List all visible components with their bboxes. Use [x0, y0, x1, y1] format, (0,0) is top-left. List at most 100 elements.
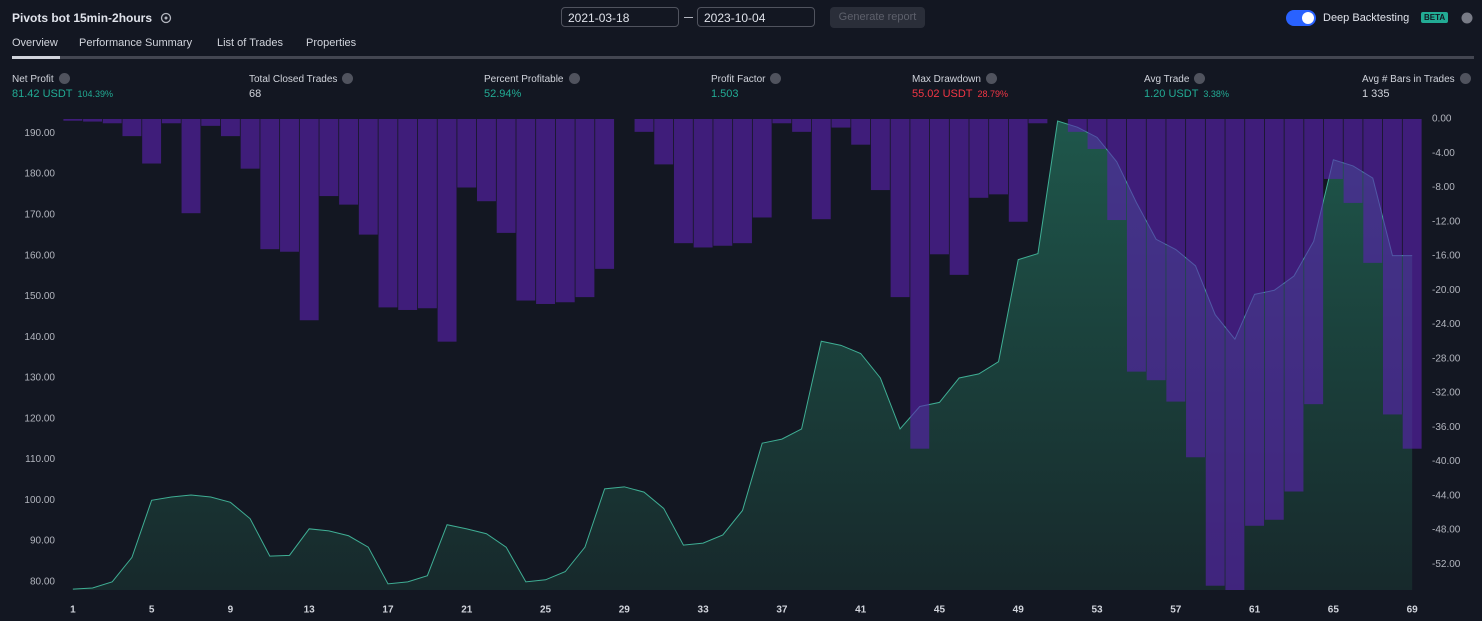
drawdown-bar: [102, 119, 122, 124]
metric-label: Max Drawdown: [912, 73, 997, 85]
y2-tick-label: -28.00: [1432, 353, 1461, 364]
date-dash: [684, 17, 693, 18]
drawdown-bar: [398, 119, 418, 310]
toggle-knob: [1302, 12, 1314, 24]
metric-label: Profit Factor: [711, 73, 782, 85]
x-tick-label: 37: [776, 605, 788, 616]
drawdown-bar: [1107, 119, 1127, 221]
drawdown-bar: [811, 119, 831, 220]
metric-value: 52.94%: [484, 88, 521, 100]
info-icon[interactable]: [342, 73, 354, 84]
tab[interactable]: Overview: [12, 37, 58, 49]
drawdown-bar: [772, 119, 792, 124]
metric-amount: 1 335: [1362, 88, 1390, 100]
drawdown-bar: [673, 119, 693, 244]
drawdown-bar: [536, 119, 555, 304]
metric-amount: 68: [249, 88, 262, 100]
x-tick-label: 1: [70, 605, 76, 616]
beta-badge: BETA: [1421, 12, 1449, 23]
metric-percent: 3.38%: [1203, 89, 1229, 99]
metric-percent: 28.79%: [977, 89, 1009, 99]
x-tick-label: 13: [304, 605, 316, 616]
y-tick-label: 150.00: [24, 291, 55, 302]
date-from[interactable]: 2021-03-18: [561, 7, 679, 27]
y2-tick-label: -36.00: [1432, 422, 1461, 433]
metric-label: Net Profit: [12, 73, 70, 85]
metric-name: Percent Profitable: [484, 74, 564, 85]
drawdown-bar: [417, 119, 437, 309]
x-tick-label: 65: [1328, 605, 1340, 616]
toggle-label: Deep Backtesting: [1323, 12, 1410, 24]
drawdown-bar: [1343, 119, 1363, 203]
drawdown-bar: [1383, 119, 1402, 415]
tab[interactable]: Properties: [306, 37, 357, 49]
tab[interactable]: List of Trades: [217, 37, 284, 49]
drawdown-bar: [930, 119, 949, 255]
equity-area: [72, 121, 1413, 590]
y2-tick-label: -48.00: [1432, 525, 1461, 536]
drawdown-bar: [870, 119, 890, 191]
y-tick-label: 180.00: [24, 169, 55, 180]
y2-tick-label: -52.00: [1432, 559, 1461, 570]
y2-tick-label: 0.00: [1432, 114, 1452, 125]
info-icon[interactable]: [58, 73, 70, 84]
info-icon[interactable]: [1459, 73, 1471, 84]
y-tick-label: 170.00: [24, 209, 55, 220]
drawdown-bar: [299, 119, 319, 321]
metric-value: 81.42 USDT 104.39%: [12, 88, 113, 100]
drawdown-bar: [1323, 119, 1343, 179]
info-icon[interactable]: [568, 73, 580, 84]
help-icon[interactable]: [1461, 12, 1473, 24]
x-tick-label: 61: [1249, 605, 1261, 616]
y2-tick-label: -24.00: [1432, 319, 1461, 330]
y-tick-label: 90.00: [30, 536, 55, 547]
drawdown-bar: [63, 119, 83, 121]
drawdown-bar: [516, 119, 536, 301]
metric-label: Percent Profitable: [484, 73, 580, 85]
metric-amount: 81.42 USDT: [12, 88, 73, 100]
metric-name: Net Profit: [12, 74, 54, 85]
drawdown-bar: [161, 119, 181, 124]
drawdown-bar: [1146, 119, 1166, 381]
tab[interactable]: Performance Summary: [79, 37, 193, 49]
drawdown-bar: [358, 119, 378, 235]
toggle[interactable]: [1286, 10, 1316, 26]
drawdown-bar: [969, 119, 989, 198]
settings-icon[interactable]: [160, 12, 172, 24]
drawdown-bar: [1205, 119, 1225, 586]
info-icon[interactable]: [985, 73, 997, 84]
drawdown-bar: [575, 119, 595, 298]
metric-name: Avg # Bars in Trades: [1362, 74, 1455, 85]
x-tick-label: 53: [1091, 605, 1103, 616]
tab-separator: [12, 56, 1474, 59]
drawdown-bar: [437, 119, 457, 342]
drawdown-bar: [240, 119, 260, 169]
drawdown-bar: [851, 119, 871, 145]
date-to[interactable]: 2023-10-04: [697, 7, 815, 27]
drawdown-bar: [752, 119, 772, 218]
generate-button[interactable]: Generate report: [830, 7, 925, 28]
y-tick-label: 120.00: [24, 413, 55, 424]
metric-name: Total Closed Trades: [249, 74, 338, 85]
x-tick-label: 69: [1407, 605, 1419, 616]
metric-amount: 1.20 USDT: [1144, 88, 1199, 100]
x-tick-label: 21: [461, 605, 473, 616]
drawdown-bar: [457, 119, 477, 188]
drawdown-bar: [1186, 119, 1205, 458]
drawdown-bar: [713, 119, 733, 246]
drawdown-bar: [1166, 119, 1186, 402]
y-tick-label: 100.00: [24, 495, 55, 506]
x-tick-label: 9: [228, 605, 234, 616]
drawdown-bar: [989, 119, 1008, 195]
drawdown-bar: [1304, 119, 1324, 405]
drawdown-bar: [260, 119, 280, 250]
drawdown-bar: [693, 119, 713, 248]
drawdown-bar: [1028, 119, 1048, 124]
drawdown-bar: [122, 119, 142, 137]
info-icon[interactable]: [770, 73, 782, 84]
drawdown-bar: [378, 119, 398, 308]
active-tab-indicator: [12, 56, 60, 59]
x-tick-label: 5: [149, 605, 155, 616]
info-icon[interactable]: [1194, 73, 1206, 84]
drawdown-bar: [733, 119, 752, 244]
